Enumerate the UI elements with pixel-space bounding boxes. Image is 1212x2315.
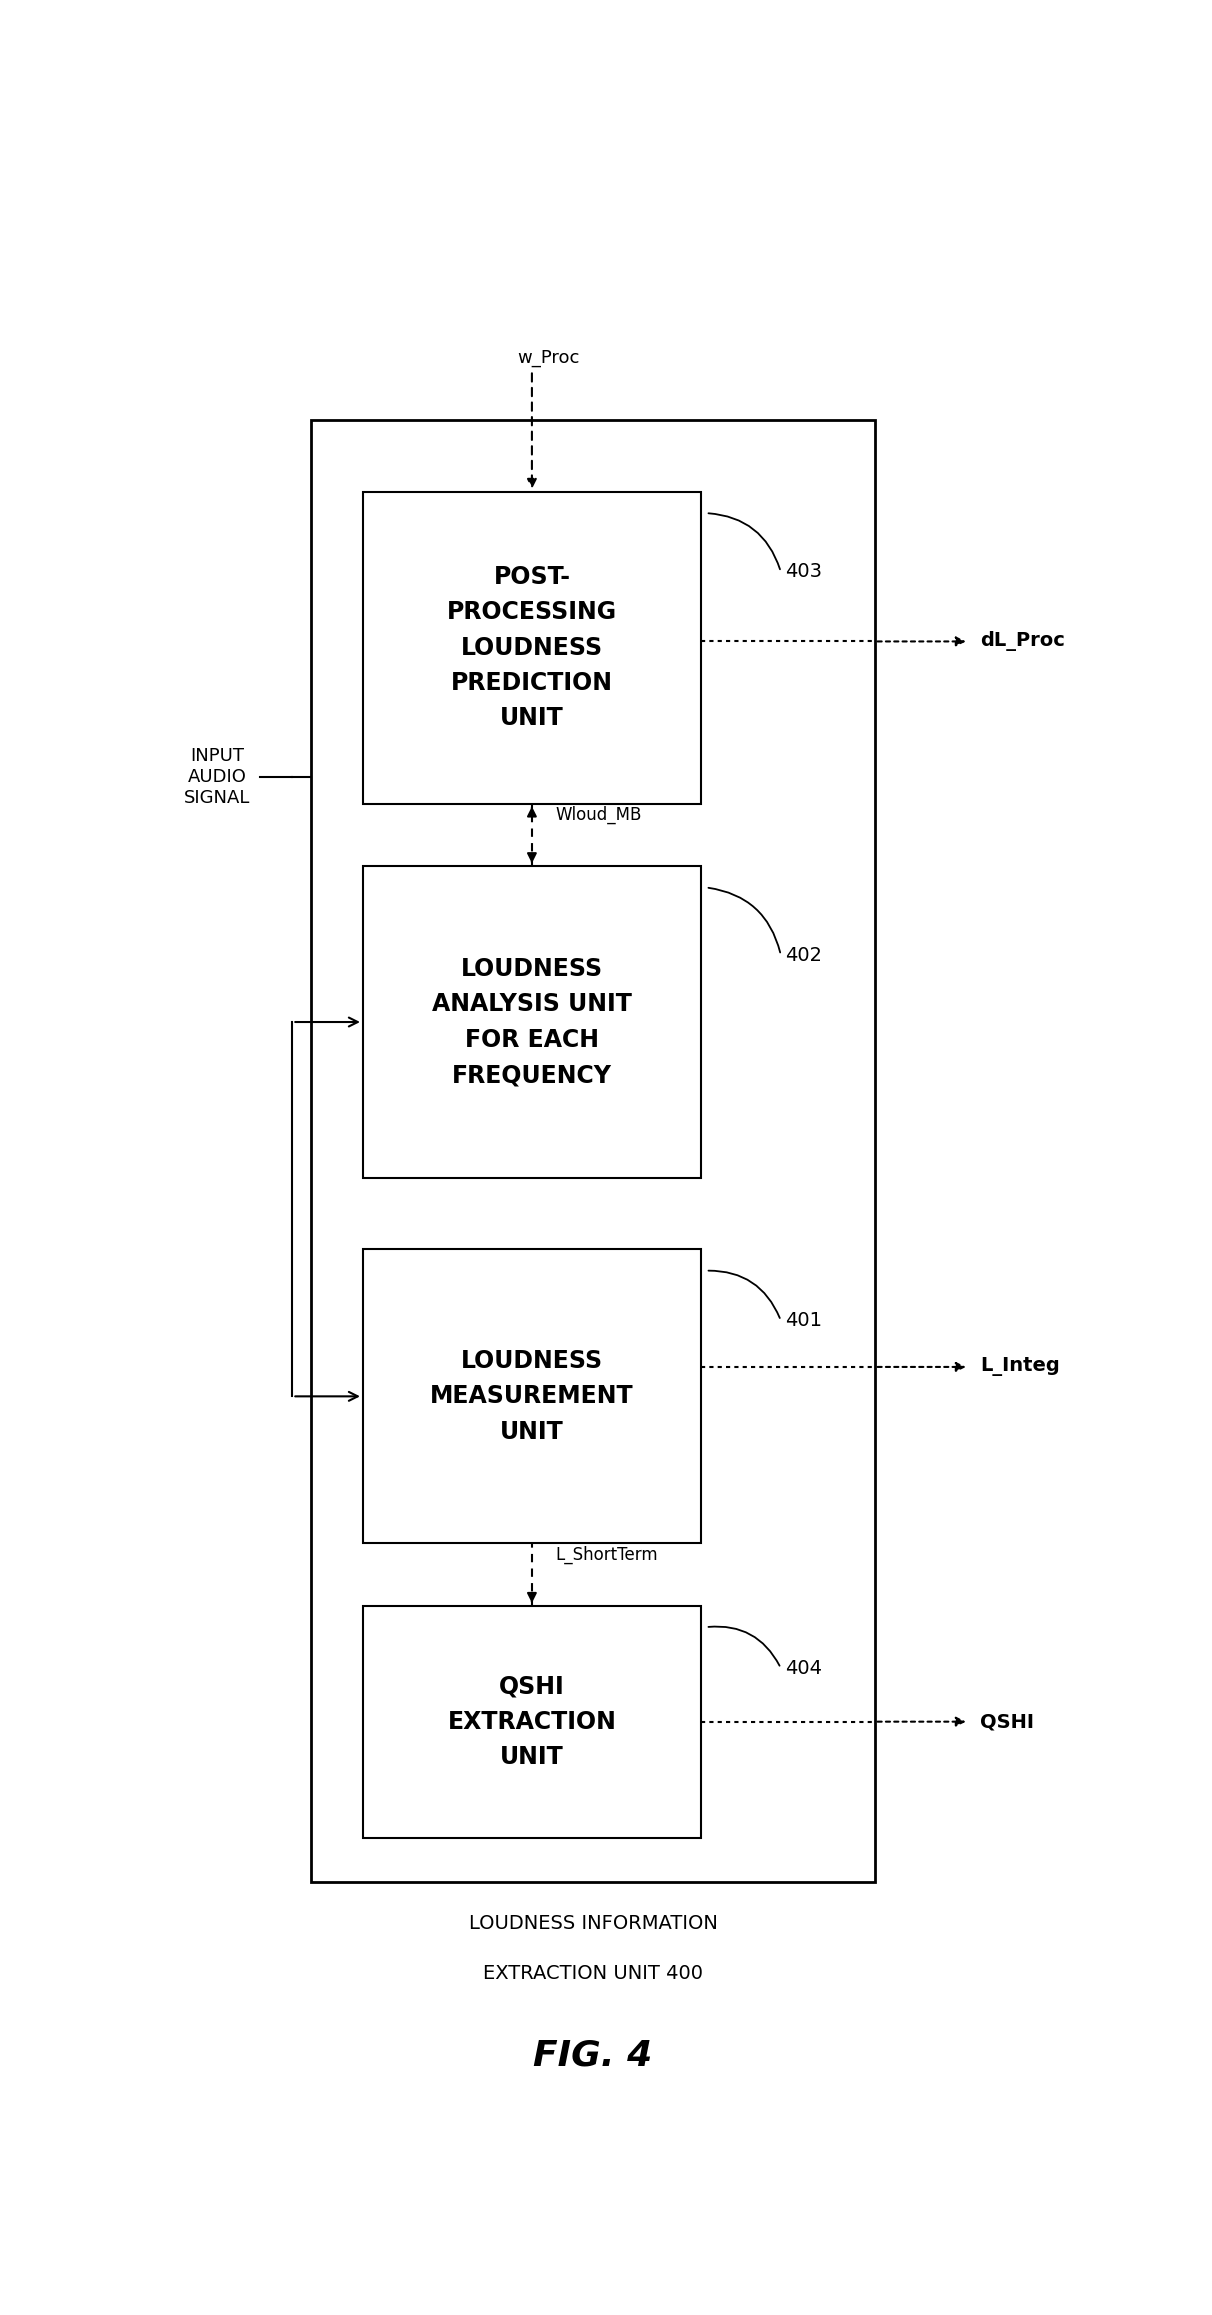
Bar [362, 1250, 701, 1544]
Text: w_Proc: w_Proc [518, 350, 581, 366]
Text: EXTRACTION UNIT 400: EXTRACTION UNIT 400 [482, 1963, 703, 1984]
Text: LOUDNESS
ANALYSIS UNIT
FOR EACH
FREQUENCY: LOUDNESS ANALYSIS UNIT FOR EACH FREQUENC… [431, 956, 631, 1088]
Text: 401: 401 [785, 1310, 823, 1331]
Text: L_ShortTerm: L_ShortTerm [555, 1546, 658, 1565]
Text: POST-
PROCESSING
LOUDNESS
PREDICTION
UNIT: POST- PROCESSING LOUDNESS PREDICTION UNI… [447, 565, 617, 732]
Text: INPUT
AUDIO
SIGNAL: INPUT AUDIO SIGNAL [184, 748, 251, 806]
Bar [362, 1607, 701, 1838]
Text: QSHI: QSHI [981, 1713, 1034, 1732]
Text: dL_Proc: dL_Proc [981, 632, 1065, 651]
Text: FIG. 4: FIG. 4 [533, 2040, 652, 2072]
Bar [362, 866, 701, 1178]
Text: 404: 404 [785, 1658, 823, 1678]
Text: LOUDNESS INFORMATION: LOUDNESS INFORMATION [469, 1915, 718, 1933]
Text: 402: 402 [785, 945, 823, 965]
Bar [362, 491, 701, 803]
Text: Wloud_MB: Wloud_MB [555, 806, 642, 824]
Bar [311, 421, 875, 1882]
Text: L_Integ: L_Integ [981, 1357, 1059, 1377]
Text: QSHI
EXTRACTION
UNIT: QSHI EXTRACTION UNIT [447, 1674, 617, 1769]
Text: LOUDNESS
MEASUREMENT
UNIT: LOUDNESS MEASUREMENT UNIT [430, 1350, 634, 1445]
Text: 403: 403 [785, 563, 823, 581]
